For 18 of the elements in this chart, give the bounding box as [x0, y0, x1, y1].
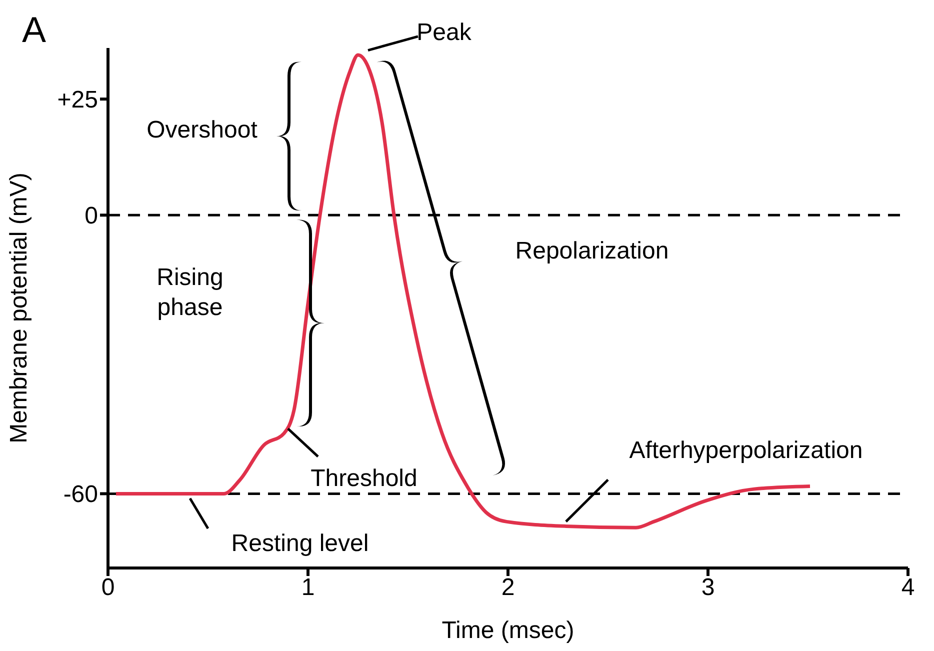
y-tick-label: -60: [63, 481, 98, 508]
x-tick-label: 3: [701, 574, 715, 602]
x-tick-label: 4: [901, 574, 915, 602]
y-tick-label: 0: [84, 202, 98, 230]
x-tick-label: 0: [101, 574, 115, 602]
annotation: Afterhyperpolarization: [629, 437, 863, 464]
annotation: Threshold: [310, 465, 418, 492]
annotation: Resting level: [231, 530, 369, 558]
x-tick-label: 1: [301, 574, 315, 602]
y-axis-title: Membrane potential (mV): [6, 172, 33, 444]
annotation: Peak: [416, 19, 472, 46]
annotation: Repolarization: [515, 238, 669, 265]
annotation: Rising phase: [156, 264, 224, 322]
y-tick-label: +25: [57, 86, 98, 114]
annotation: Overshoot: [146, 116, 258, 144]
x-axis-title: Time (msec): [442, 617, 574, 644]
x-tick-label: 2: [501, 574, 515, 602]
chart-title: A: [22, 9, 46, 50]
